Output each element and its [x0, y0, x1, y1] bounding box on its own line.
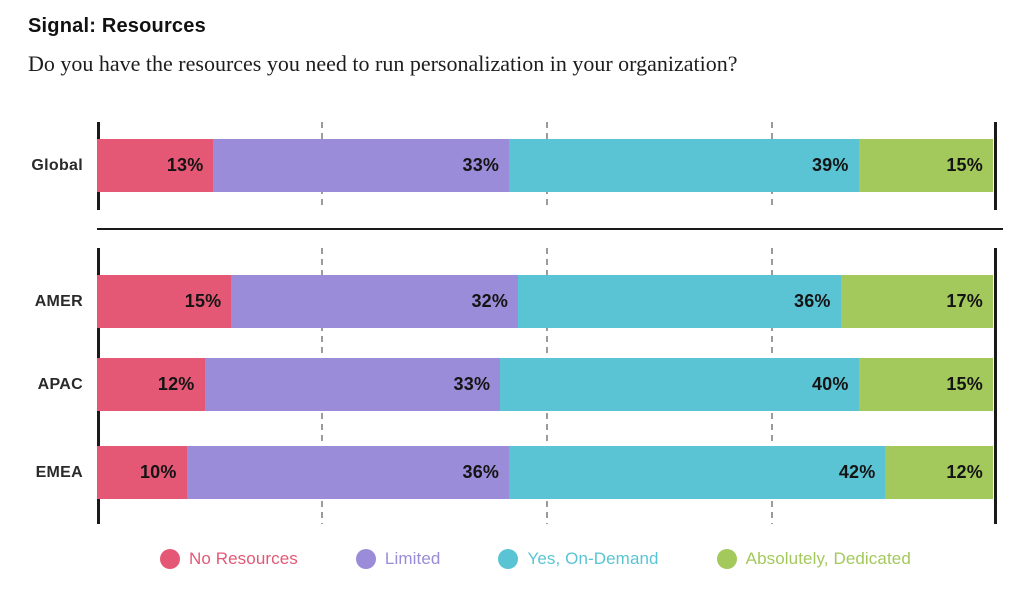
stacked-bar: 13% 33% 39% 15% [97, 139, 993, 192]
legend-dot [716, 549, 737, 569]
stacked-bar: 10% 36% 42% 12% [97, 446, 993, 499]
row-label: APAC [37, 375, 83, 393]
bar-row-global: Global 13% 33% 39% 15% [0, 139, 1024, 192]
stacked-bar: 15% 32% 36% 17% [97, 275, 993, 328]
stacked-bar: 12% 33% 40% 15% [97, 358, 993, 411]
bar-segment-yes-on-demand: 40% [500, 358, 859, 411]
segment-value-label: 15% [946, 374, 983, 394]
legend-item-limited: Limited [355, 549, 441, 569]
chart-kicker: Signal: Resources [28, 15, 206, 37]
bar-row-emea: EMEA 10% 36% 42% 12% [0, 446, 1024, 499]
segment-value-label: 15% [946, 155, 983, 175]
segment-value-label: 33% [453, 374, 491, 394]
bar-row-apac: APAC 12% 33% 40% 15% [0, 358, 1024, 411]
segment-value-label: 36% [462, 462, 500, 482]
bar-segment-absolutely-dedicated: 17% [840, 275, 993, 328]
group-separator [97, 228, 1003, 230]
bar-segment-yes-on-demand: 36% [518, 275, 841, 328]
global-rows: Global 13% 33% 39% 15% [0, 122, 1024, 192]
bar-segment-no-resources: 15% [97, 275, 232, 328]
bar-segment-limited: 33% [213, 139, 510, 192]
legend-label: No Resources [189, 549, 298, 568]
legend-dot [498, 549, 519, 569]
legend-label: Yes, On-Demand [527, 549, 659, 568]
legend-item-yes-on-demand: Yes, On-Demand [498, 549, 659, 569]
row-label: Global [31, 156, 83, 174]
legend-label: Limited [384, 549, 441, 568]
bar-segment-absolutely-dedicated: 15% [858, 139, 993, 192]
segment-value-label: 42% [838, 462, 876, 482]
regions-section: AMER 15% 32% 36% 17% APAC 12% 33% 40% 15% EMEA 10% 3… [0, 248, 1024, 524]
row-label: EMEA [35, 463, 83, 481]
segment-value-label: 32% [471, 291, 509, 311]
segment-value-label: 40% [811, 374, 849, 394]
row-label: AMER [34, 292, 83, 310]
segment-value-label: 15% [184, 291, 222, 311]
bar-segment-limited: 36% [186, 446, 510, 499]
segment-value-label: 33% [462, 155, 500, 175]
bar-segment-absolutely-dedicated: 12% [885, 446, 993, 499]
legend: No Resources Limited Yes, On-Demand Absolut… [160, 549, 911, 569]
bar-segment-yes-on-demand: 39% [509, 139, 859, 192]
global-section: Global 13% 33% 39% 15% [0, 122, 1024, 210]
segment-value-label: 12% [946, 462, 983, 482]
legend-item-absolutely-dedicated: Absolutely, Dedicated [716, 549, 911, 569]
regions-rows: AMER 15% 32% 36% 17% APAC 12% 33% 40% 15% EMEA 10% 3… [0, 248, 1024, 499]
right-axis-line [994, 122, 997, 210]
bar-segment-limited: 33% [204, 358, 501, 411]
bar-row-amer: AMER 15% 32% 36% 17% [0, 275, 1024, 328]
right-axis-line [994, 248, 997, 524]
segment-value-label: 13% [166, 155, 204, 175]
segment-value-label: 17% [946, 291, 983, 311]
bar-segment-no-resources: 12% [97, 358, 205, 411]
bar-segment-no-resources: 13% [97, 139, 214, 192]
segment-value-label: 39% [811, 155, 849, 175]
legend-dot [160, 549, 180, 569]
bar-segment-limited: 32% [231, 275, 519, 328]
legend-item-no-resources: No Resources [160, 549, 298, 569]
segment-value-label: 36% [794, 291, 831, 311]
bar-segment-yes-on-demand: 42% [509, 446, 886, 499]
chart-question: Do you have the resources you need to ru… [28, 51, 738, 76]
segment-value-label: 12% [157, 374, 195, 394]
legend-dot [355, 549, 376, 569]
bar-segment-absolutely-dedicated: 15% [858, 358, 993, 411]
bar-segment-no-resources: 10% [97, 446, 187, 499]
segment-value-label: 10% [139, 462, 177, 482]
legend-label: Absolutely, Dedicated [745, 549, 911, 568]
